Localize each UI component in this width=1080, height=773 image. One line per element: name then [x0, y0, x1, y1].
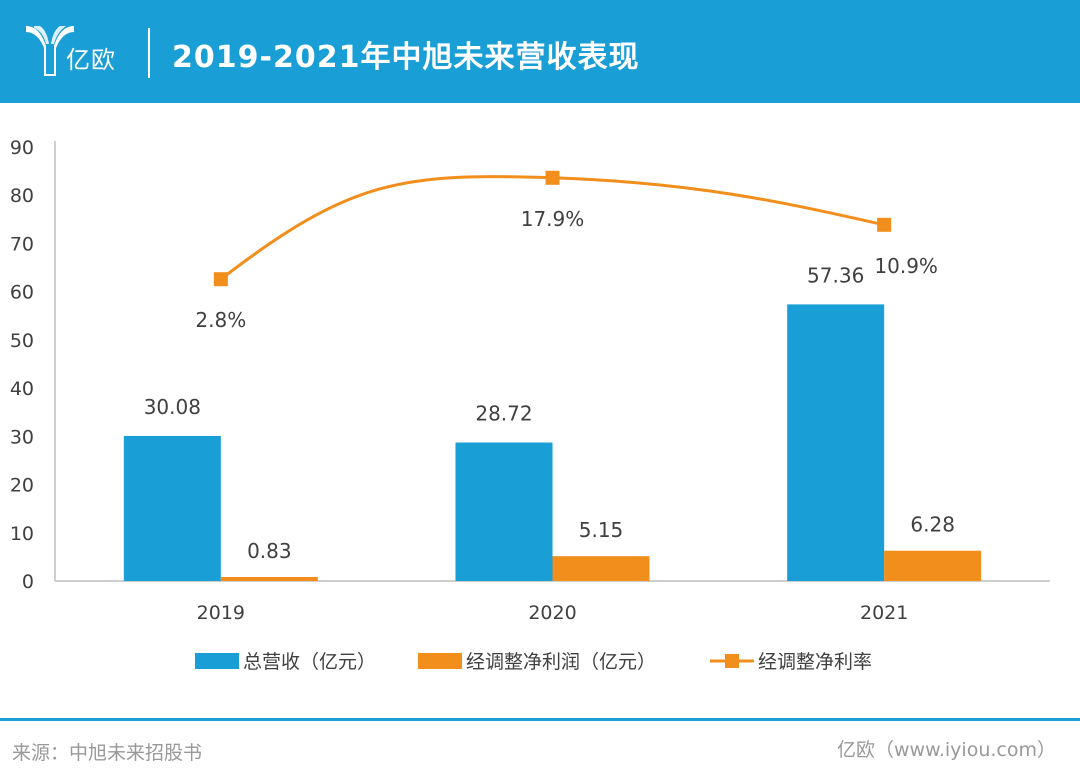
chart-title: 2019-2021年中旭未来营收表现 [172, 40, 640, 75]
bar [884, 550, 982, 581]
header-divider [148, 28, 150, 78]
bar [455, 442, 553, 581]
bar-series: 30.08 28.72 57.36 0.83 5.15 6.28 [123, 263, 982, 581]
legend-marker [725, 654, 739, 668]
y-tick-label: 40 [10, 378, 34, 400]
x-tick-label: 2019 [197, 602, 245, 624]
bar-value-label: 30.08 [144, 395, 201, 419]
chart-area: 0 10 20 30 40 50 60 70 80 90 2019 2020 2021 30.08 28… [10, 137, 1050, 673]
x-tick-label: 2021 [860, 602, 908, 624]
line-marker [213, 272, 228, 287]
x-tick-label: 2020 [528, 602, 576, 624]
line-marker [877, 217, 892, 232]
line-value-label: 2.8% [195, 308, 246, 332]
bar [787, 304, 885, 581]
footer-divider [0, 718, 1080, 721]
logo-text: 亿欧 [66, 46, 116, 74]
y-tick-label: 70 [10, 233, 34, 255]
legend-label: 经调整净利润（亿元） [466, 651, 656, 673]
y-tick-label: 80 [10, 185, 34, 207]
legend-swatch [418, 653, 462, 669]
bar-value-label: 6.28 [910, 513, 955, 537]
bar-value-label: 0.83 [247, 539, 292, 563]
y-tick-label: 0 [22, 571, 34, 593]
line-value-label: 17.9% [521, 207, 585, 231]
source-note: 来源：中旭未来招股书 [12, 742, 203, 764]
bar [552, 556, 650, 581]
legend-label: 经调整净利率 [758, 651, 872, 673]
bar [123, 435, 221, 581]
y-tick-label: 20 [10, 475, 34, 497]
credit-note: 亿欧（www.iyiou.com） [836, 739, 1056, 761]
y-tick-label: 10 [10, 523, 34, 545]
bar-value-label: 28.72 [475, 402, 532, 426]
legend: 总营收（亿元） 经调整净利润（亿元） 经调整净利率 [195, 651, 872, 673]
bar-value-label: 57.36 [807, 263, 864, 287]
y-tick-label: 50 [10, 330, 34, 352]
header-banner: 亿欧 2019-2021年中旭未来营收表现 [0, 0, 1080, 103]
bar [220, 576, 318, 581]
line-marker [545, 170, 560, 185]
legend-swatch [195, 653, 239, 669]
y-axis: 0 10 20 30 40 50 60 70 80 90 [10, 137, 56, 593]
y-tick-label: 30 [10, 426, 34, 448]
line-value-label: 10.9% [874, 254, 938, 278]
yiou-logo-icon [26, 26, 74, 76]
y-tick-label: 60 [10, 282, 34, 304]
line-series: 2.8% 17.9% 10.9% [195, 170, 938, 332]
x-axis: 2019 2020 2021 [55, 580, 1050, 624]
legend-label: 总营收（亿元） [243, 651, 376, 673]
y-tick-label: 90 [10, 137, 34, 159]
bar-value-label: 5.15 [579, 518, 624, 542]
